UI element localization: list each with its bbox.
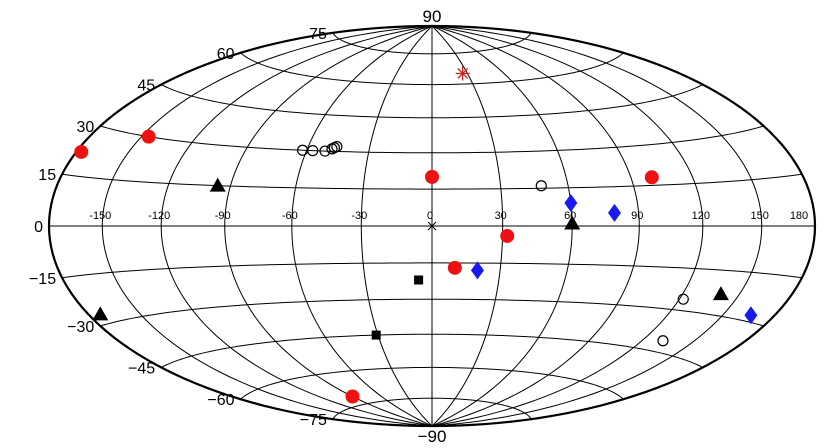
parallel-line <box>100 298 764 327</box>
lat-tick-label: −15 <box>29 271 56 288</box>
lon-tick-label: 150 <box>751 210 769 222</box>
triangle-marker <box>92 306 109 321</box>
red-circle-marker <box>141 129 156 144</box>
x-stroke <box>427 221 437 231</box>
lat-tick-label: 60 <box>217 46 235 63</box>
parallel-line <box>332 32 532 55</box>
lon-tick-label: -150 <box>89 210 111 222</box>
lat-tick-label: −75 <box>300 412 327 429</box>
north-pole-label: 90 <box>423 7 442 26</box>
lon-tick-label: 0 <box>427 210 433 222</box>
lon-tick-label: 180 <box>790 210 808 222</box>
lat-tick-label: −30 <box>67 319 94 336</box>
tick-labels: -150 -120 -90 -60 -30 0 30 60 90 120 150 1807560453… <box>29 7 808 446</box>
diamond-marker <box>607 203 621 222</box>
south-pole-label: −90 <box>418 427 447 446</box>
lon-tick-label: -120 <box>148 210 170 222</box>
parallel-line <box>240 52 624 86</box>
lon-tick-label: -90 <box>215 210 231 222</box>
lon-tick-label: 90 <box>631 210 643 222</box>
parallel-line <box>240 366 624 400</box>
lon-tick-label: -30 <box>351 210 367 222</box>
parallel-line <box>61 262 803 279</box>
parallel-line <box>61 173 803 190</box>
parallel-line <box>332 397 532 420</box>
triangle-marker <box>209 177 226 192</box>
square-marker <box>371 330 381 340</box>
asterisk-stroke <box>457 68 469 79</box>
lat-tick-label: 15 <box>38 167 56 184</box>
lat-tick-label: −60 <box>207 392 234 409</box>
diamond-marker <box>470 261 484 280</box>
open-circle-marker <box>657 335 669 347</box>
lat-tick-label: 30 <box>77 119 95 136</box>
parallel-line <box>160 333 704 368</box>
asterisk-marker <box>455 66 470 81</box>
red-circle-marker <box>425 169 439 184</box>
x-marker <box>427 221 437 231</box>
parallel-line <box>160 84 704 119</box>
triangle-marker <box>712 286 729 301</box>
lat-tick-label: 0 <box>34 219 43 236</box>
data-markers <box>74 66 758 404</box>
lon-tick-label: -60 <box>282 210 298 222</box>
red-circle-marker <box>345 389 360 404</box>
square-marker <box>414 275 424 285</box>
map-outline <box>47 24 817 428</box>
red-circle-marker <box>644 170 659 185</box>
lon-tick-label: 120 <box>692 210 710 222</box>
open-circle-marker <box>535 180 547 192</box>
lon-tick-label: 30 <box>495 210 507 222</box>
lat-tick-label: −45 <box>128 360 155 377</box>
red-circle-marker <box>447 260 462 275</box>
red-circle-marker <box>74 144 89 159</box>
red-circle-marker <box>500 228 515 243</box>
triangle-marker <box>564 215 581 230</box>
diamond-marker <box>744 306 758 325</box>
diamond-marker <box>564 194 578 213</box>
parallel-line <box>100 125 764 154</box>
open-circle-marker <box>331 140 343 153</box>
open-circle-marker <box>307 145 319 157</box>
open-circle-marker <box>677 293 689 305</box>
lat-tick-label: 75 <box>309 26 327 43</box>
lat-tick-label: 45 <box>137 78 155 95</box>
